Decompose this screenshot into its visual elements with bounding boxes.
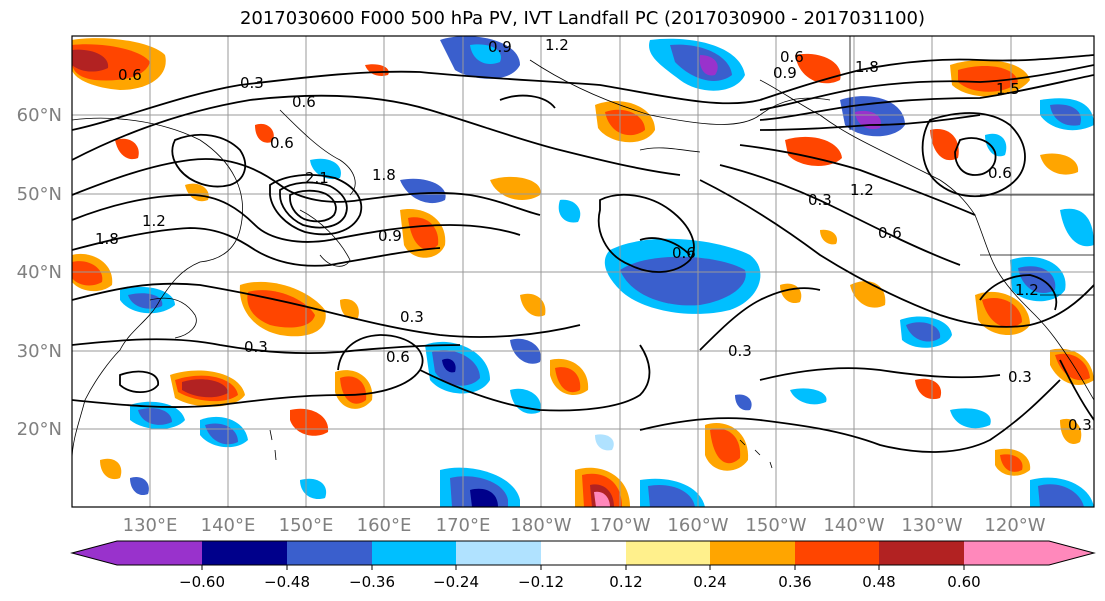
lon-label: 160°E: [357, 515, 412, 536]
colorbar-ticks: [201, 565, 965, 570]
lon-label: 150°E: [279, 515, 334, 536]
colorbar-segment: [456, 541, 541, 565]
contour-labels: 0.6 0.3 0.6 0.9 1.2 0.6 0.9 1.8 1.5 1.8 …: [95, 36, 1092, 434]
lat-label: 20°N: [17, 419, 62, 440]
positive-anomaly-patches: [72, 38, 1094, 507]
contour-label: 0.6: [292, 93, 316, 111]
colorbar-tick-label: −0.48: [264, 573, 310, 591]
colorbar-segment: [541, 541, 626, 565]
colorbar-tick-label: 0.60: [947, 573, 980, 591]
colorbar-extend-min: [72, 541, 202, 565]
lat-label: 60°N: [17, 105, 62, 126]
pv-contours: [72, 54, 1094, 453]
contour-label: 1.8: [372, 166, 396, 184]
colorbar-extend-max: [964, 541, 1094, 565]
contour-label: 0.6: [878, 224, 902, 242]
contour-label: 1.2: [142, 212, 166, 230]
colorbar-segment: [202, 541, 287, 565]
colorbar-segment: [626, 541, 710, 565]
map-frame: [71, 35, 1095, 508]
colorbar-segment: [879, 541, 964, 565]
contour-label: 1.8: [95, 230, 119, 248]
colorbar-tick-label: 0.24: [693, 573, 726, 591]
contour-label: 0.6: [270, 134, 294, 152]
contour-label: 0.6: [780, 48, 804, 66]
contour-label: 0.6: [672, 244, 696, 262]
contour-label: 0.9: [488, 38, 512, 56]
colorbar-tick-label: −0.60: [179, 573, 225, 591]
contour-label: 0.6: [988, 164, 1012, 182]
contour-label: 0.9: [378, 227, 402, 245]
contour-label: 1.5: [996, 80, 1020, 98]
lon-label: 170°W: [589, 515, 650, 536]
lat-label: 50°N: [17, 184, 62, 205]
colorbar-tick-label: 0.36: [778, 573, 811, 591]
contour-label: 0.3: [244, 338, 268, 356]
contour-label: 1.8: [855, 58, 879, 76]
lon-label: 160°W: [667, 515, 728, 536]
lon-label: 130°W: [901, 515, 962, 536]
longitude-labels: 130°E 140°E 150°E 160°E 170°E 180°W 170°…: [123, 515, 1046, 536]
contour-label: 0.3: [1068, 416, 1092, 434]
contour-label: 0.3: [1008, 368, 1032, 386]
lon-label: 180°W: [510, 515, 571, 536]
colorbar-segment: [287, 541, 372, 565]
contour-label: 0.3: [400, 308, 424, 326]
contour-label: 1.2: [545, 36, 569, 54]
colorbar-labels: −0.60 −0.48 −0.36 −0.24 −0.12 0.12 0.24 …: [179, 573, 981, 591]
contour-label: 0.3: [240, 74, 264, 92]
colorbar-tick-label: 0.12: [609, 573, 642, 591]
lat-label: 40°N: [17, 262, 62, 283]
lon-label: 140°W: [823, 515, 884, 536]
contour-label: 0.6: [118, 66, 142, 84]
colorbar-tick-label: −0.36: [349, 573, 395, 591]
lon-label: 120°W: [984, 515, 1045, 536]
colorbar-tick-label: −0.24: [433, 573, 479, 591]
colorbar-segment: [795, 541, 879, 565]
contour-label: 1.2: [850, 181, 874, 199]
lon-label: 150°W: [745, 515, 806, 536]
contour-label: 2.1: [305, 169, 329, 187]
latitude-labels: 60°N 50°N 40°N 30°N 20°N: [17, 105, 62, 440]
colorbar-segment: [710, 541, 795, 565]
contour-label: 0.6: [386, 348, 410, 366]
colorbar-outline: [70, 540, 1096, 566]
lat-label: 30°N: [17, 341, 62, 362]
lon-label: 170°E: [436, 515, 491, 536]
colorbar-tick-label: 0.48: [862, 573, 895, 591]
contour-label: 0.3: [728, 342, 752, 360]
lon-label: 140°E: [201, 515, 256, 536]
contour-label: 1.2: [1015, 281, 1039, 299]
colorbar-tick-label: −0.12: [518, 573, 564, 591]
colorbar-segment: [372, 541, 456, 565]
chart-title: 2017030600 F000 500 hPa PV, IVT Landfall…: [239, 8, 926, 29]
lon-label: 130°E: [123, 515, 178, 536]
graticule: [72, 36, 1094, 507]
colorbar: −0.60 −0.48 −0.36 −0.24 −0.12 0.12 0.24 …: [70, 540, 1096, 591]
contour-label: 0.9: [773, 64, 797, 82]
contour-label: 0.3: [808, 191, 832, 209]
